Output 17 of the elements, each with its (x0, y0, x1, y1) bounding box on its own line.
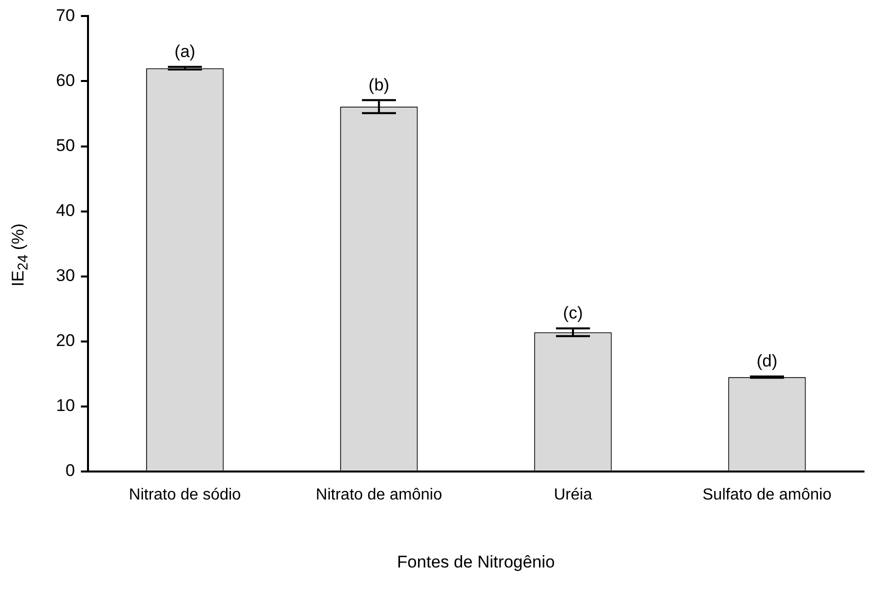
y-tick-label: 40 (56, 200, 75, 220)
y-tick-label: 70 (56, 6, 75, 25)
x-tick-label: Nitrato de sódio (128, 486, 242, 504)
annotation: (d) (756, 352, 778, 371)
y-tick-label: 0 (65, 461, 75, 480)
x-tick-label: Sulfato de amônio (702, 486, 832, 504)
annotation: (b) (368, 75, 390, 94)
x-tick-label: Nitrato de amônio (316, 486, 442, 504)
y-tick-label: 10 (56, 396, 75, 416)
y-tick-label: 60 (56, 70, 75, 90)
y-tick-label: 20 (56, 331, 75, 350)
x-tick-label: Uréia (554, 486, 592, 504)
y-tick-label: 50 (56, 136, 75, 155)
annotation: (c) (563, 304, 583, 323)
annotation: (a) (174, 42, 196, 62)
x-axis-title: Fontes de Nitrogênio (397, 552, 555, 572)
y-tick-label: 30 (56, 266, 75, 285)
